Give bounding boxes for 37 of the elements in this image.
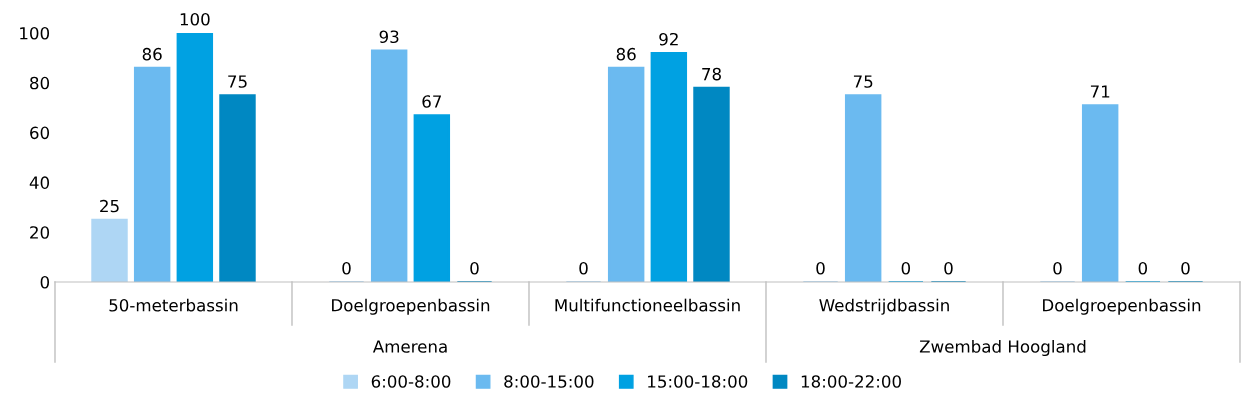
data-label: 93	[379, 30, 399, 44]
data-label: 86	[142, 47, 162, 61]
data-label: 0	[816, 262, 825, 275]
data-label: 0	[1053, 262, 1062, 275]
data-label: 25	[100, 199, 119, 213]
x-tick-label: Doelgroepenbassin	[1043, 298, 1201, 315]
data-label: 78	[702, 67, 721, 81]
data-label: 75	[853, 75, 873, 88]
data-label: 0	[944, 262, 953, 275]
y-tick-label: 0	[40, 275, 50, 289]
data-label: 0	[1138, 262, 1148, 275]
y-tick-label: 100	[20, 26, 50, 40]
text: Amerena	[372, 340, 447, 353]
legend-label: 8:00-15:00	[504, 375, 594, 388]
data-label: 0	[470, 262, 479, 275]
data-label: 0	[1181, 262, 1190, 275]
data-label: 0	[901, 262, 911, 275]
x-tick-label: Multifunctioneelbassin	[555, 298, 740, 312]
x-tick-label: 50-meterbassin	[109, 298, 238, 312]
data-label: 0	[579, 262, 588, 275]
y-tick-label: 40	[29, 176, 50, 189]
y-tick-label: 80	[30, 76, 50, 90]
data-label: 0	[342, 262, 351, 275]
text: Zwembad Hoogland	[919, 339, 1086, 357]
legend-label: 6:00-8:00	[371, 375, 451, 388]
x-tick-label: Wedstrijdbassin	[819, 298, 949, 315]
data-label: 86	[616, 47, 636, 61]
data-label: 75	[228, 75, 247, 88]
y-tick-label: 20	[30, 226, 50, 239]
data-label: 100	[180, 13, 210, 26]
data-label: 92	[659, 32, 678, 46]
y-tick-label: 60	[30, 126, 50, 140]
legend-label: 15:00-18:00	[648, 375, 748, 388]
x-tick-label: Doelgroepenbassin	[332, 298, 490, 315]
data-label: 67	[422, 95, 442, 108]
legend-label: 18:00-22:00	[801, 375, 901, 388]
data-label: 71	[1090, 85, 1110, 98]
